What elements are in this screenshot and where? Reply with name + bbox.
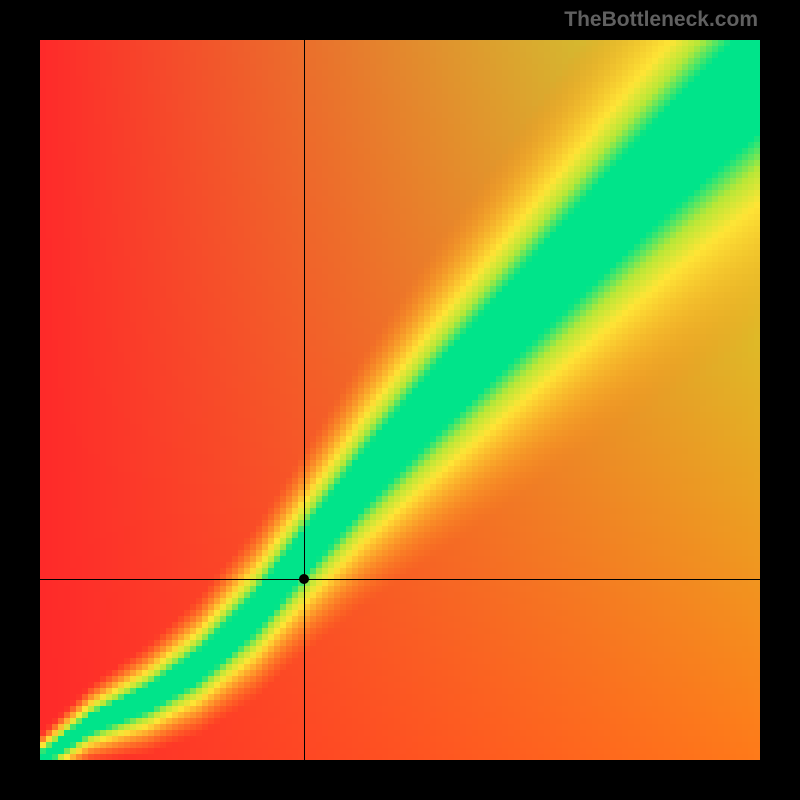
heatmap-canvas	[40, 40, 760, 760]
chart-container: TheBottleneck.com	[0, 0, 800, 800]
plot-area	[40, 40, 760, 760]
watermark-text: TheBottleneck.com	[564, 8, 758, 32]
crosshair-point	[299, 574, 309, 584]
crosshair-vertical	[304, 40, 305, 760]
crosshair-horizontal	[40, 579, 760, 580]
